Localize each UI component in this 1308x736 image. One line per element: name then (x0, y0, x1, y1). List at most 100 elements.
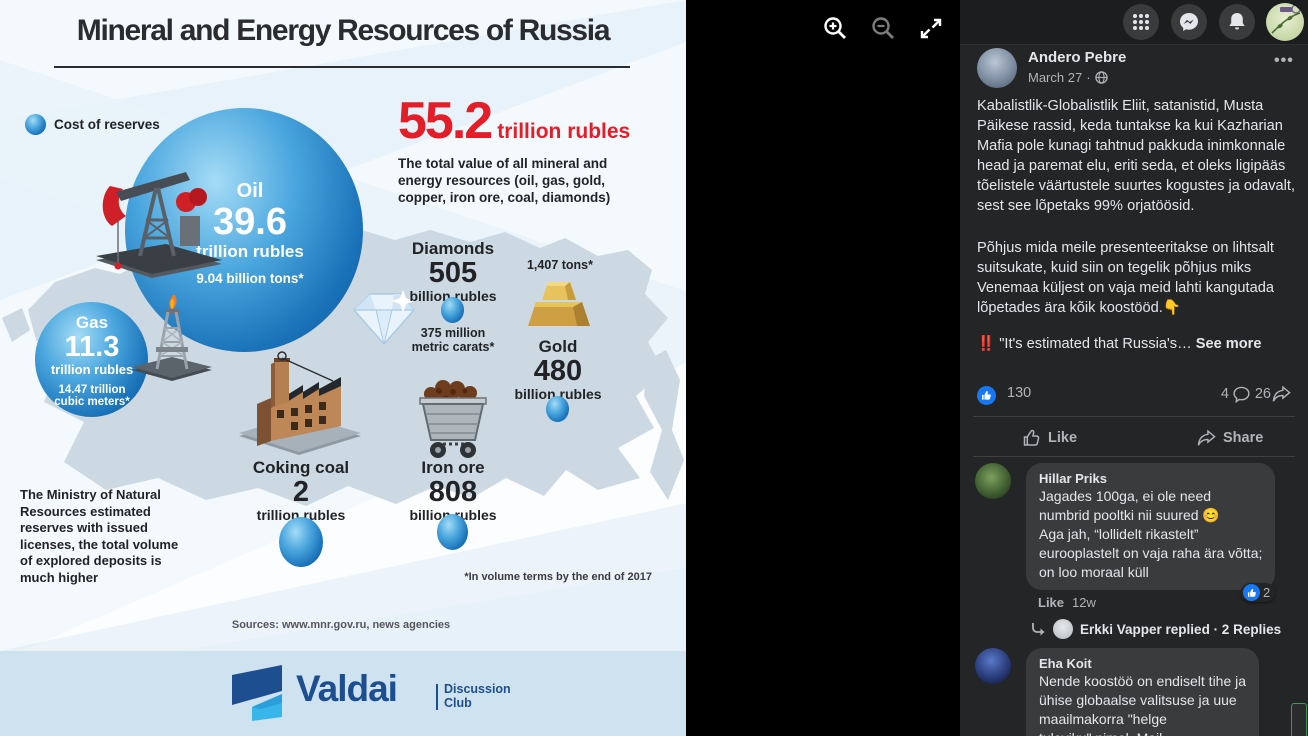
valdai-logo-icon (232, 665, 282, 721)
gas-volume: 14.47 trillion cubic meters* (54, 383, 130, 409)
comment-count[interactable]: 4 (1220, 386, 1229, 402)
photo-viewer-backdrop[interactable] (686, 0, 960, 736)
facebook-topbar (960, 0, 1308, 45)
share-count[interactable]: 26 (1254, 386, 1271, 402)
teaser-text: "It's estimated that Russia's… (999, 336, 1196, 352)
logo-divider (436, 684, 438, 710)
iron-block: Iron ore 808 billion rubles (397, 458, 509, 523)
total-value-number: 55.2 (398, 92, 493, 150)
coal-factory-icon (239, 351, 361, 455)
post-date[interactable]: March 27 (1028, 70, 1083, 85)
coal-unit: trillion rubles (256, 507, 346, 523)
messenger-icon (1180, 13, 1198, 31)
commenter-name[interactable]: Hillar Priks (1039, 471, 1107, 486)
author-avatar[interactable] (977, 48, 1017, 88)
gas-bubble (35, 302, 148, 417)
coal-value: 2 (292, 476, 310, 508)
comment-like-count-badge[interactable]: 2 (1241, 583, 1276, 602)
facebook-panel: Andero Pebre March 27 · ••• Kabalistlik-… (960, 0, 1308, 736)
oil-unit: trillion rubles (196, 242, 304, 262)
oil-value: 39.6 (213, 201, 287, 244)
account-avatar[interactable] (1266, 3, 1304, 41)
share-button[interactable]: Share (1197, 424, 1263, 452)
total-value-unit: trillion rubles (497, 120, 631, 143)
sources-line: Sources: www.mnr.gov.ru, news agencies (231, 619, 451, 631)
comment-bubble: Hillar Priks Jagades 100ga, ei ole need … (1026, 463, 1276, 590)
coal-block: Coking coal 2 trillion rubles (245, 458, 357, 523)
diamonds-ball (441, 297, 464, 323)
commenter-avatar[interactable] (975, 648, 1011, 684)
like-button[interactable]: Like (1023, 424, 1077, 452)
author-name[interactable]: Andero Pebre (1028, 49, 1127, 66)
gold-volume: 1,407 tons* (526, 258, 593, 272)
infographic-footer (0, 651, 686, 736)
divider (973, 416, 1295, 417)
thumb-up-icon (982, 391, 991, 400)
valdai-logo-subtitle: Discussion Club (444, 682, 511, 710)
commenter-name[interactable]: Eha Koit (1039, 656, 1092, 671)
zoom-out-icon[interactable] (869, 14, 897, 42)
post-paragraph-1: Kabalistlik-Globalistlik Eliit, satanist… (977, 98, 1295, 214)
privacy-globe-icon (1094, 71, 1108, 84)
apps-grid-icon (1133, 14, 1149, 30)
replies-toggle[interactable]: Erkki Vapper replied · 2 Replies (1030, 619, 1281, 639)
gold-ball (546, 396, 569, 422)
post-meta: March 27 · (1028, 70, 1108, 85)
coal-ball (279, 517, 323, 567)
like-button-icon (1023, 429, 1040, 446)
infographic-image: Mineral and Energy Resources of Russia C… (0, 0, 686, 736)
commenter-avatar[interactable] (975, 463, 1011, 499)
share-button-label: Share (1223, 430, 1264, 446)
diamonds-block: Diamonds 505 billion rubles (397, 239, 509, 304)
diamonds-value: 505 (428, 257, 478, 289)
fullscreen-icon[interactable] (917, 14, 945, 42)
ministry-note: The Ministry of Natural Resources estima… (20, 487, 179, 585)
post-paragraph-2: Põhjus mida meile presenteeritakse on li… (977, 240, 1274, 316)
oil-pumpjack-icon (96, 172, 222, 278)
gold-bars-icon (528, 282, 590, 326)
gold-block: Gold 480 billion rubles (502, 337, 614, 402)
replier-avatar (1053, 619, 1073, 639)
diamonds-name: Diamonds (411, 239, 495, 258)
legend-ball-icon (25, 114, 46, 135)
footnote: *In volume terms by the end of 2017 (464, 571, 652, 583)
post-options-button[interactable]: ••• (1274, 52, 1294, 69)
title-underline (54, 66, 630, 68)
gas-unit: trillion rubles (50, 362, 134, 378)
reaction-summary-row: 130 4 26 (977, 385, 1291, 407)
comment-text: Jagades 100ga, ei ole need numbrid poolt… (1039, 488, 1263, 580)
iron-ore-cart-icon (419, 380, 487, 458)
avatar-vine-decoration (1271, 4, 1301, 34)
see-more-link[interactable]: See more (1195, 336, 1262, 352)
oil-name: Oil (236, 180, 264, 202)
share-button-icon (1197, 429, 1216, 445)
attachment-thumbnail[interactable] (1291, 703, 1307, 736)
iron-ball (437, 514, 468, 550)
total-value-block: 55.2 trillion rubles (398, 95, 668, 147)
messenger-button[interactable] (1171, 4, 1207, 40)
zoom-in-icon[interactable] (821, 14, 849, 42)
gold-value: 480 (533, 355, 583, 387)
legend-label: Cost of reserves (54, 117, 160, 132)
notification-bell-icon (1229, 13, 1245, 30)
apps-menu-button[interactable] (1123, 4, 1159, 40)
gold-name: Gold (538, 337, 578, 356)
gas-value: 11.3 (64, 331, 120, 364)
infographic-title: Mineral and Energy Resources of Russia (76, 14, 611, 47)
comment-like-action[interactable]: Like (1038, 595, 1065, 610)
valdai-logo-wordmark: Valdai (296, 668, 398, 709)
like-reaction-badge[interactable] (977, 386, 996, 405)
diamonds-volume: 375 million metric carats* (411, 326, 495, 354)
comment-count-icon (1233, 386, 1250, 403)
comment-text: Nende koostöö on endiselt tihe ja ühise … (1039, 673, 1247, 736)
oil-block: Oil 39.6 trillion rubles 9.04 billion to… (150, 180, 350, 287)
comment-timestamp[interactable]: 12w (1072, 595, 1096, 610)
notifications-button[interactable] (1219, 4, 1255, 40)
diamond-icon (352, 290, 415, 346)
gas-name: Gas (75, 313, 109, 332)
divider (973, 456, 1295, 457)
comment-like-count: 2 (1263, 585, 1271, 600)
like-count[interactable]: 130 (1007, 385, 1032, 401)
oil-volume: 9.04 billion tons* (196, 271, 304, 287)
